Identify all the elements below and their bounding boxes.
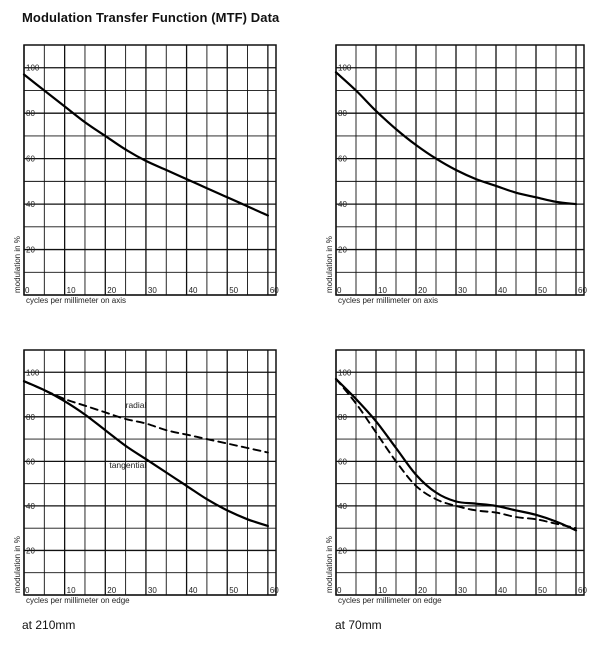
- y-tick-label: 80: [338, 413, 347, 422]
- y-tick-label: 20: [338, 546, 347, 555]
- y-tick-label: 80: [26, 413, 35, 422]
- y-tick-label: 100: [26, 368, 40, 377]
- x-tick-label: 10: [67, 586, 76, 595]
- x-tick-label: 0: [337, 286, 342, 295]
- chart-top-left: 20 40 60 80 100 0 10 20 30 40 50 60 cycles per milli…: [13, 44, 279, 305]
- chart-top-right: 20 40 60 80 100 0 10 20 30 40 50 60 cycles per milli…: [325, 44, 587, 305]
- y-tick-label: 100: [338, 64, 352, 73]
- y-tick-label: 80: [26, 109, 35, 118]
- y-tick-label: 40: [26, 200, 35, 209]
- x-tick-label: 0: [337, 586, 342, 595]
- x-tick-label: 60: [270, 586, 279, 595]
- annotation-radial: radial: [126, 400, 147, 410]
- y-tick-label: 20: [338, 246, 347, 255]
- series-line-solid: [334, 377, 578, 532]
- x-axis-label: cycles per millimeter on edge: [26, 596, 130, 605]
- x-tick-label: 10: [378, 286, 387, 295]
- x-tick-label: 60: [578, 586, 587, 595]
- y-tick-label: 20: [26, 546, 35, 555]
- y-tick-label: 60: [338, 457, 347, 466]
- x-tick-label: 50: [538, 586, 547, 595]
- series-line-tangential: [22, 380, 269, 528]
- plot-frame: [23, 349, 277, 596]
- chart-bottom-right: 20 40 60 80 100 0 10 20 30 40 50 60 cycles per milli…: [325, 349, 587, 605]
- y-tick-label: 40: [338, 502, 347, 511]
- x-axis-label: cycles per millimeter on axis: [338, 296, 438, 305]
- y-tick-label: 80: [338, 109, 347, 118]
- y-tick-label: 100: [26, 64, 40, 73]
- chart-bottom-left: 20 40 60 80 100 0 10 20 30 40 50 60 cycles per milli…: [13, 349, 279, 605]
- y-axis-label: modulation in %: [325, 536, 334, 593]
- x-tick-label: 30: [148, 286, 157, 295]
- plot-frame: [23, 44, 277, 296]
- series-line-solid: [22, 73, 269, 217]
- x-tick-label: 30: [458, 286, 467, 295]
- series-line-solid: [334, 71, 578, 206]
- annotation-tangential: tangential: [109, 460, 146, 470]
- x-tick-label: 50: [538, 286, 547, 295]
- y-tick-label: 40: [26, 502, 35, 511]
- x-tick-label: 20: [107, 586, 116, 595]
- x-tick-label: 0: [25, 586, 30, 595]
- x-tick-label: 10: [67, 286, 76, 295]
- plot-frame: [335, 44, 585, 296]
- x-tick-label: 20: [418, 586, 427, 595]
- x-tick-label: 60: [578, 286, 587, 295]
- x-axis-label: cycles per millimeter on edge: [338, 596, 442, 605]
- x-tick-label: 40: [189, 586, 198, 595]
- y-tick-label: 40: [338, 200, 347, 209]
- y-tick-label: 60: [338, 155, 347, 164]
- y-axis-label: modulation in %: [325, 236, 334, 293]
- caption-left: at 210mm: [22, 618, 76, 632]
- x-tick-label: 30: [458, 586, 467, 595]
- x-tick-label: 50: [229, 286, 238, 295]
- x-tick-label: 20: [107, 286, 116, 295]
- caption-right: at 70mm: [335, 618, 382, 632]
- x-tick-label: 40: [498, 586, 507, 595]
- page-title: Modulation Transfer Function (MTF) Data: [22, 10, 280, 25]
- y-tick-label: 60: [26, 457, 35, 466]
- y-axis-label: modulation in %: [13, 236, 22, 293]
- plot-frame: [335, 349, 585, 596]
- x-tick-label: 30: [148, 586, 157, 595]
- x-tick-label: 50: [229, 586, 238, 595]
- x-tick-label: 0: [25, 286, 30, 295]
- y-tick-label: 100: [338, 368, 352, 377]
- x-tick-label: 40: [498, 286, 507, 295]
- x-tick-label: 20: [418, 286, 427, 295]
- x-axis-label: cycles per millimeter on axis: [26, 296, 126, 305]
- x-tick-label: 60: [270, 286, 279, 295]
- series-line-dashed: [335, 378, 577, 530]
- x-tick-label: 40: [189, 286, 198, 295]
- y-tick-label: 60: [26, 155, 35, 164]
- y-tick-label: 20: [26, 246, 35, 255]
- y-axis-label: modulation in %: [13, 536, 22, 593]
- x-tick-label: 10: [378, 586, 387, 595]
